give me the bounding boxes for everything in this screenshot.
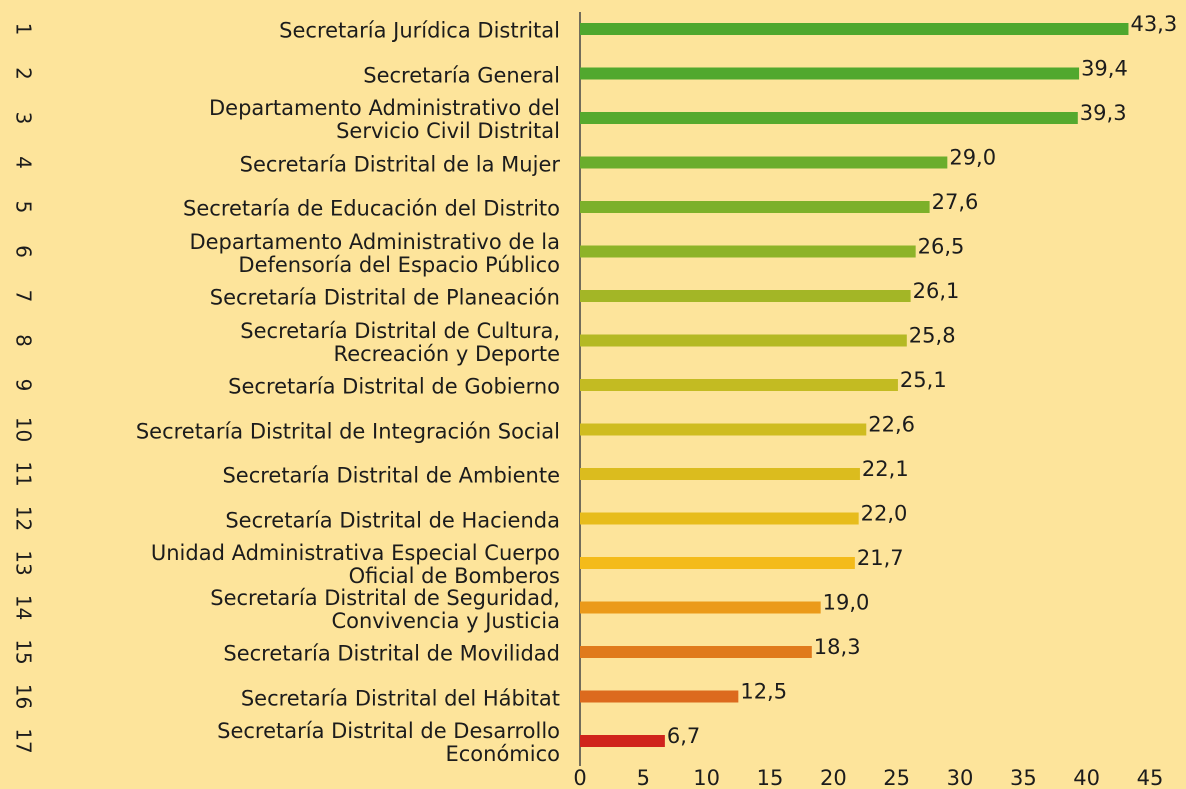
rank-label: 2 [12,67,36,80]
value-label: 29,0 [949,146,996,170]
category-label: Secretaría Distrital de Cultura, Recreac… [240,318,560,366]
value-label: 22,0 [861,502,908,526]
rank-label: 10 [12,417,36,442]
rank-label: 6 [12,245,36,258]
value-label: 26,5 [918,235,965,259]
rank-label: 13 [12,550,36,575]
bar [580,290,911,302]
rank-label: 14 [12,595,36,620]
category-label: Secretaría Distrital de Gobierno [228,374,560,399]
category-label: Secretaría Distrital de Movilidad [223,641,560,666]
category-label: Secretaría Distrital de la Mujer [239,152,560,176]
rank-label: 12 [12,506,36,531]
value-label: 25,1 [900,368,947,392]
bar [580,512,859,525]
value-label: 18,3 [814,635,861,659]
category-label: Secretaría Distrital del Hábitat [240,686,560,710]
category-label: Unidad Administrativa Especial Cuerpo Of… [150,541,560,588]
x-tick-label: 15 [757,766,784,789]
bar [580,423,867,436]
bar [580,379,898,391]
category-label: Secretaría Distrital de Desarrollo Econó… [217,719,560,766]
value-label: 39,3 [1080,101,1127,125]
value-label: 26,1 [913,279,960,303]
rank-label: 1 [12,23,36,36]
bar [580,334,907,347]
category-label: Departamento Administrativo de la Defens… [189,229,560,277]
category-label: Secretaría Distrital de Integración Soci… [135,419,560,443]
category-label: Secretaría Distrital de Hacienda [225,508,560,532]
x-tick-label: 0 [573,766,586,789]
category-label: Secretaría General [363,63,560,87]
x-tick-label: 30 [947,766,974,789]
category-label: Secretaría de Educación del Distrito [183,196,560,221]
rank-label: 17 [12,728,36,753]
rank-label: 11 [12,461,36,486]
x-tick-label: 45 [1137,766,1164,789]
rank-label: 15 [12,639,36,664]
value-label: 22,6 [868,413,915,437]
bar [580,245,916,258]
x-tick-label: 5 [637,766,650,789]
value-label: 25,8 [909,324,956,348]
category-label: Secretaría Distrital de Ambiente [222,463,560,488]
rank-label: 7 [12,290,36,303]
category-label: Departamento Administrativo del Servicio… [208,96,560,143]
x-tick-label: 20 [820,766,847,789]
bar [580,156,948,169]
bar [580,23,1129,35]
bar [580,690,739,703]
value-label: 27,6 [932,190,979,214]
bar [580,646,812,658]
value-label: 21,7 [857,546,904,570]
bar [580,601,821,614]
bar [580,557,855,569]
rank-label: 4 [12,156,36,169]
value-label: 39,4 [1081,57,1128,81]
category-label: Secretaría Distrital de Seguridad, Convi… [210,585,560,633]
bar [580,112,1078,124]
x-tick-label: 35 [1010,766,1037,789]
category-label: Secretaría Jurídica Distrital [279,18,560,43]
bar [580,67,1080,80]
bar [580,201,930,213]
value-label: 19,0 [823,591,870,615]
value-label: 12,5 [740,680,787,704]
rank-label: 9 [12,379,36,392]
bar [580,468,860,480]
rank-label: 5 [12,201,36,214]
rank-label: 3 [12,112,36,125]
x-tick-label: 25 [883,766,910,789]
rank-label: 16 [12,684,36,709]
x-tick-label: 10 [693,766,720,789]
value-label: 6,7 [667,724,700,748]
x-tick-label: 40 [1073,766,1100,789]
category-label: Secretaría Distrital de Planeación [209,285,560,310]
bar [580,735,665,747]
value-label: 43,3 [1130,12,1177,36]
value-label: 22,1 [862,457,909,481]
rank-label: 8 [12,334,36,347]
